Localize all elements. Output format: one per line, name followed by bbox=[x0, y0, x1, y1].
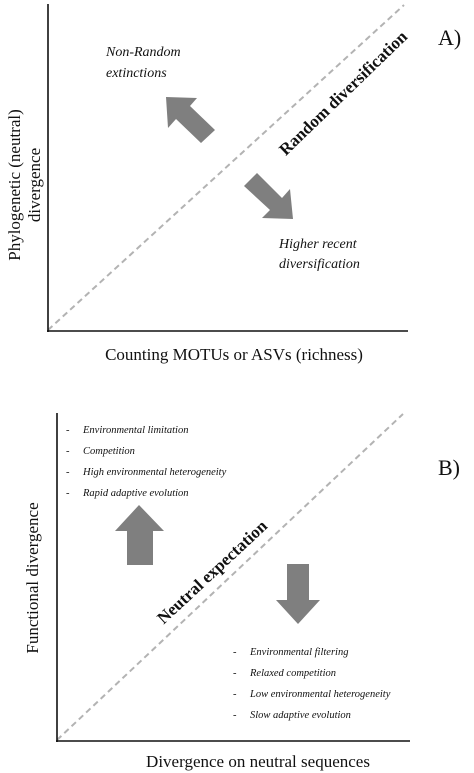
list-bullet: - bbox=[233, 689, 237, 700]
list-item-text: Competition bbox=[83, 446, 135, 457]
panel-a-y-title-line2: divergence bbox=[25, 148, 44, 222]
list-item: - High environmental heterogeneity bbox=[66, 467, 227, 478]
list-bullet: - bbox=[233, 710, 237, 721]
panel-b: B) Functional divergence Divergence on n… bbox=[23, 413, 460, 771]
list-item-text: Relaxed competition bbox=[249, 668, 336, 679]
list-bullet: - bbox=[66, 467, 70, 478]
list-item-text: High environmental heterogeneity bbox=[82, 467, 227, 478]
panel-b-down-arrow-icon bbox=[276, 564, 320, 624]
list-bullet: - bbox=[233, 647, 237, 658]
panel-a-down-right-arrow-icon bbox=[244, 173, 293, 219]
panel-b-upper-list: - Environmental limitation - Competition… bbox=[66, 425, 227, 499]
panel-a-lower-note-line2: diversification bbox=[279, 257, 360, 272]
list-item: - Rapid adaptive evolution bbox=[66, 488, 189, 499]
panel-b-tag: B) bbox=[438, 455, 460, 480]
list-item: - Competition bbox=[66, 446, 135, 457]
list-bullet: - bbox=[66, 488, 70, 499]
panel-b-x-title: Divergence on neutral sequences bbox=[146, 752, 370, 771]
panel-a-upper-note-line1: Non-Random bbox=[105, 45, 181, 60]
panel-b-diagonal-label: Neutral expectation bbox=[153, 516, 271, 628]
panel-a-lower-note-line1: Higher recent bbox=[278, 237, 358, 252]
panel-a-y-title-line1: Phylogenetic (neutral) bbox=[5, 109, 24, 261]
panel-a-up-left-arrow-icon bbox=[166, 97, 215, 143]
panel-b-lower-list: - Environmental filtering - Relaxed comp… bbox=[233, 647, 391, 721]
list-item: - Relaxed competition bbox=[233, 668, 336, 679]
list-item: - Environmental limitation bbox=[66, 425, 188, 436]
list-item: - Environmental filtering bbox=[233, 647, 348, 658]
list-item-text: Low environmental heterogeneity bbox=[249, 689, 391, 700]
panel-b-y-title: Functional divergence bbox=[23, 502, 42, 653]
list-item: - Low environmental heterogeneity bbox=[233, 689, 391, 700]
panel-a-upper-note-line2: extinctions bbox=[106, 66, 167, 81]
list-item-text: Rapid adaptive evolution bbox=[82, 488, 189, 499]
list-item-text: Slow adaptive evolution bbox=[250, 710, 351, 721]
panel-a-diagonal-label: Random diversification bbox=[275, 27, 411, 159]
list-item-text: Environmental limitation bbox=[82, 425, 188, 436]
panel-a-diagonal bbox=[47, 4, 405, 331]
list-item: - Slow adaptive evolution bbox=[233, 710, 351, 721]
panel-b-up-arrow-icon bbox=[115, 505, 164, 565]
list-bullet: - bbox=[233, 668, 237, 679]
panel-a-x-title: Counting MOTUs or ASVs (richness) bbox=[105, 345, 363, 364]
panel-a: A) Phylogenetic (neutral) divergence Cou… bbox=[5, 4, 461, 364]
list-bullet: - bbox=[66, 446, 70, 457]
list-item-text: Environmental filtering bbox=[249, 647, 348, 658]
panel-a-tag: A) bbox=[438, 25, 461, 50]
list-bullet: - bbox=[66, 425, 70, 436]
